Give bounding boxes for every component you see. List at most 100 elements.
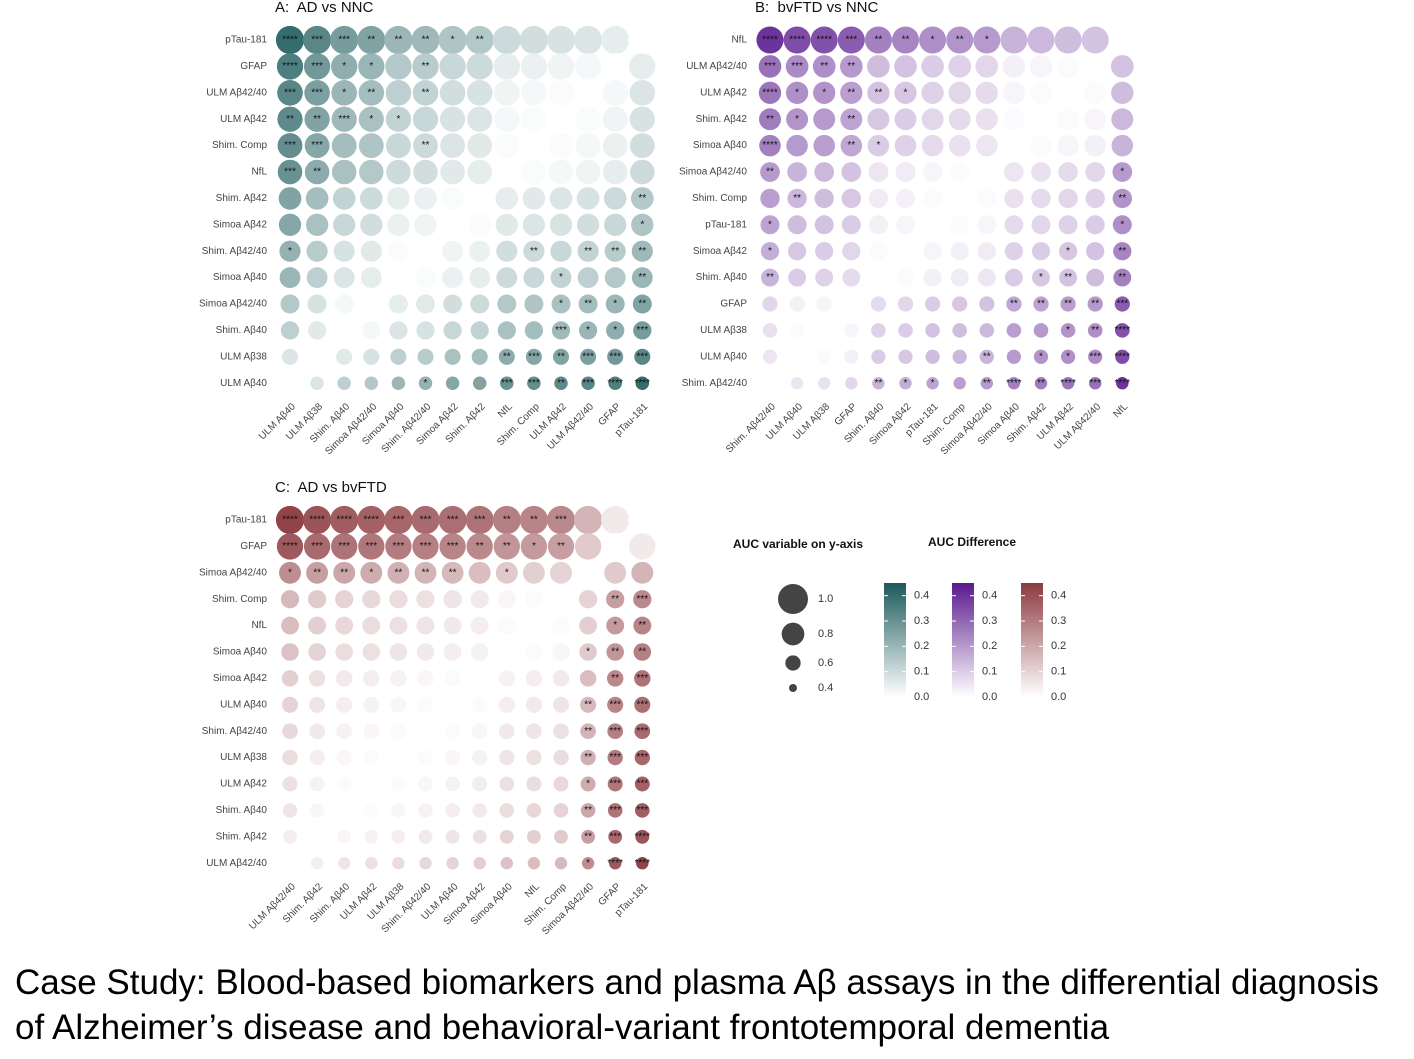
- bubble: [607, 723, 624, 740]
- bubble: [867, 108, 890, 131]
- bubble: [948, 108, 971, 131]
- bubble: [872, 377, 885, 390]
- bubble: [495, 213, 518, 236]
- bubble: [498, 643, 516, 661]
- significance-label: **: [395, 35, 403, 46]
- bubble: [552, 643, 570, 661]
- bubble: [553, 749, 569, 766]
- bubble: [385, 133, 411, 159]
- bubble: [896, 242, 915, 261]
- significance-label: *: [613, 620, 617, 631]
- colorbar-tick-label: 0.0: [982, 691, 997, 703]
- colorbar-tick-label: 0.0: [1051, 691, 1066, 703]
- y-tick-label: Shim. Aβ40: [216, 805, 268, 816]
- bubble: [524, 616, 543, 635]
- bubble: [924, 296, 941, 312]
- bubble: [923, 268, 942, 287]
- bubble: [492, 505, 521, 535]
- colorbar-tick-label: 0.3: [1051, 615, 1066, 627]
- bubble: [304, 159, 330, 185]
- significance-label: **: [503, 351, 511, 362]
- bubble: [363, 723, 380, 740]
- significance-label: *: [369, 567, 373, 578]
- bubble: [575, 159, 601, 185]
- bubble: [554, 857, 568, 870]
- bubble: [385, 53, 412, 80]
- significance-label: **: [875, 87, 883, 98]
- significance-label: ****: [282, 35, 298, 46]
- bubble: [526, 803, 542, 818]
- bubble: [309, 348, 326, 365]
- significance-label: *: [1120, 219, 1124, 230]
- bubble: [630, 187, 654, 210]
- significance-label: ***: [555, 515, 567, 526]
- bubble: [896, 215, 915, 235]
- x-tick-label: NfL: [1112, 401, 1131, 420]
- significance-label: ***: [311, 61, 323, 72]
- bubble: [519, 25, 548, 55]
- bubble: [635, 803, 650, 818]
- bubble: [581, 376, 595, 390]
- bubble: [470, 643, 489, 661]
- bubble: [387, 213, 410, 236]
- bubble: [276, 53, 304, 80]
- bubble: [523, 240, 545, 262]
- bubble: [1002, 55, 1026, 78]
- bubble: [416, 321, 435, 340]
- bubble: [762, 323, 778, 338]
- significance-label: **: [611, 594, 619, 605]
- bubble: [1031, 242, 1051, 261]
- significance-label: **: [422, 140, 430, 151]
- significance-label: **: [983, 351, 991, 362]
- bubble: [840, 108, 863, 131]
- significance-label: ***: [501, 378, 513, 389]
- bubble: [1007, 377, 1021, 390]
- colorbar: [952, 583, 974, 697]
- bubble: [524, 294, 544, 314]
- significance-label: ****: [607, 858, 623, 869]
- bubble: [1114, 296, 1130, 312]
- bubble: [634, 776, 650, 792]
- significance-label: ***: [609, 726, 621, 737]
- bubble: [976, 134, 998, 157]
- size-legend-label: 0.8: [818, 628, 833, 640]
- significance-label: *: [1066, 325, 1070, 336]
- bubble: [574, 533, 602, 560]
- significance-label: **: [638, 647, 646, 658]
- significance-label: ****: [309, 515, 325, 526]
- bubble: [525, 348, 542, 365]
- bubble: [387, 187, 410, 210]
- bubble: [837, 26, 865, 54]
- bubble: [550, 561, 572, 584]
- bubble: [363, 776, 379, 792]
- bubble: [1002, 108, 1025, 131]
- significance-label: *: [369, 61, 373, 72]
- bubble: [1113, 268, 1132, 287]
- significance-label: ***: [636, 699, 648, 710]
- bubble: [337, 376, 351, 390]
- bubble: [1112, 215, 1132, 235]
- bubble: [789, 296, 805, 312]
- bubble: [282, 749, 298, 766]
- bubble: [494, 80, 520, 106]
- bubble: [444, 348, 461, 365]
- bubble: [335, 590, 354, 609]
- y-tick-label: NfL: [251, 167, 267, 178]
- bubble: [441, 561, 464, 584]
- bubble: [1033, 349, 1049, 364]
- bubble: [412, 53, 439, 80]
- bubble: [444, 749, 461, 766]
- significance-label: ****: [282, 541, 298, 552]
- bubble: [576, 213, 600, 236]
- bubble: [414, 213, 437, 236]
- bubble: [388, 294, 408, 314]
- significance-label: **: [395, 567, 403, 578]
- bubble: [1034, 377, 1048, 390]
- bubble: [758, 55, 782, 78]
- bubble: [1081, 26, 1109, 54]
- significance-label: **: [847, 114, 855, 125]
- significance-label: **: [557, 378, 565, 389]
- significance-label: **: [638, 246, 646, 257]
- bubble: [309, 723, 325, 740]
